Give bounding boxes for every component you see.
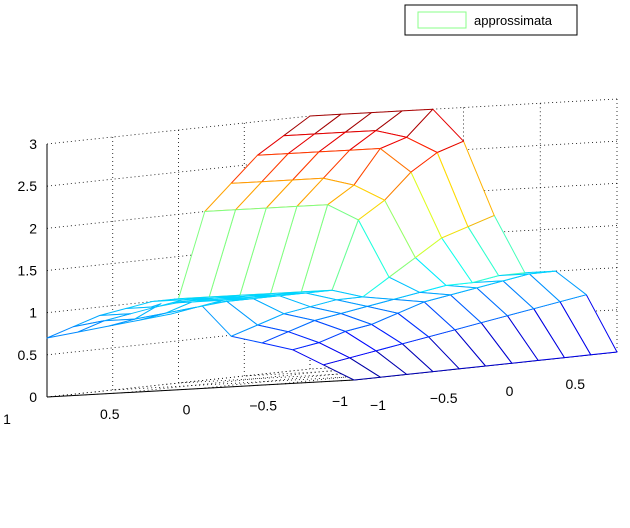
- y-tick-label: 0.5: [566, 376, 586, 392]
- y-tick-label: −0.5: [430, 390, 458, 406]
- x-tick-label: 1: [3, 411, 11, 427]
- grid-line: [112, 372, 420, 391]
- surface-mesh: [46, 108, 618, 381]
- grid-line: [244, 358, 552, 377]
- x-tick-label: −0.5: [249, 397, 277, 413]
- y-tick-label: 0: [506, 383, 514, 399]
- z-tick-label: 2: [29, 220, 37, 236]
- z-tick-label: 2.5: [18, 178, 38, 194]
- z-tick-label: 0: [29, 389, 37, 405]
- legend-entry: approssimata: [474, 13, 553, 28]
- grid-line: [46, 368, 311, 398]
- legend: approssimata: [404, 4, 578, 36]
- grid-line: [46, 115, 311, 145]
- z-tick-label: 1.5: [18, 263, 38, 279]
- y-tick-label: −1: [370, 397, 386, 413]
- x-tick-label: 0.5: [100, 406, 120, 422]
- surface-cell: [46, 320, 105, 339]
- z-tick-label: 1: [29, 305, 37, 321]
- x-tick-label: −1: [332, 393, 348, 409]
- legend-swatch: [417, 11, 467, 29]
- grid-line: [178, 365, 486, 384]
- x-tick-label: 0: [183, 402, 191, 418]
- z-tick-label: 0.5: [18, 347, 38, 363]
- tick-labels: 0 0.5 1 1.5 2 2.5 3 1 0.5 0 −0.5 −1 −1 −0.5 0 0.5: [3, 136, 585, 427]
- axis-line: [46, 379, 355, 398]
- z-tick-label: 3: [29, 136, 37, 152]
